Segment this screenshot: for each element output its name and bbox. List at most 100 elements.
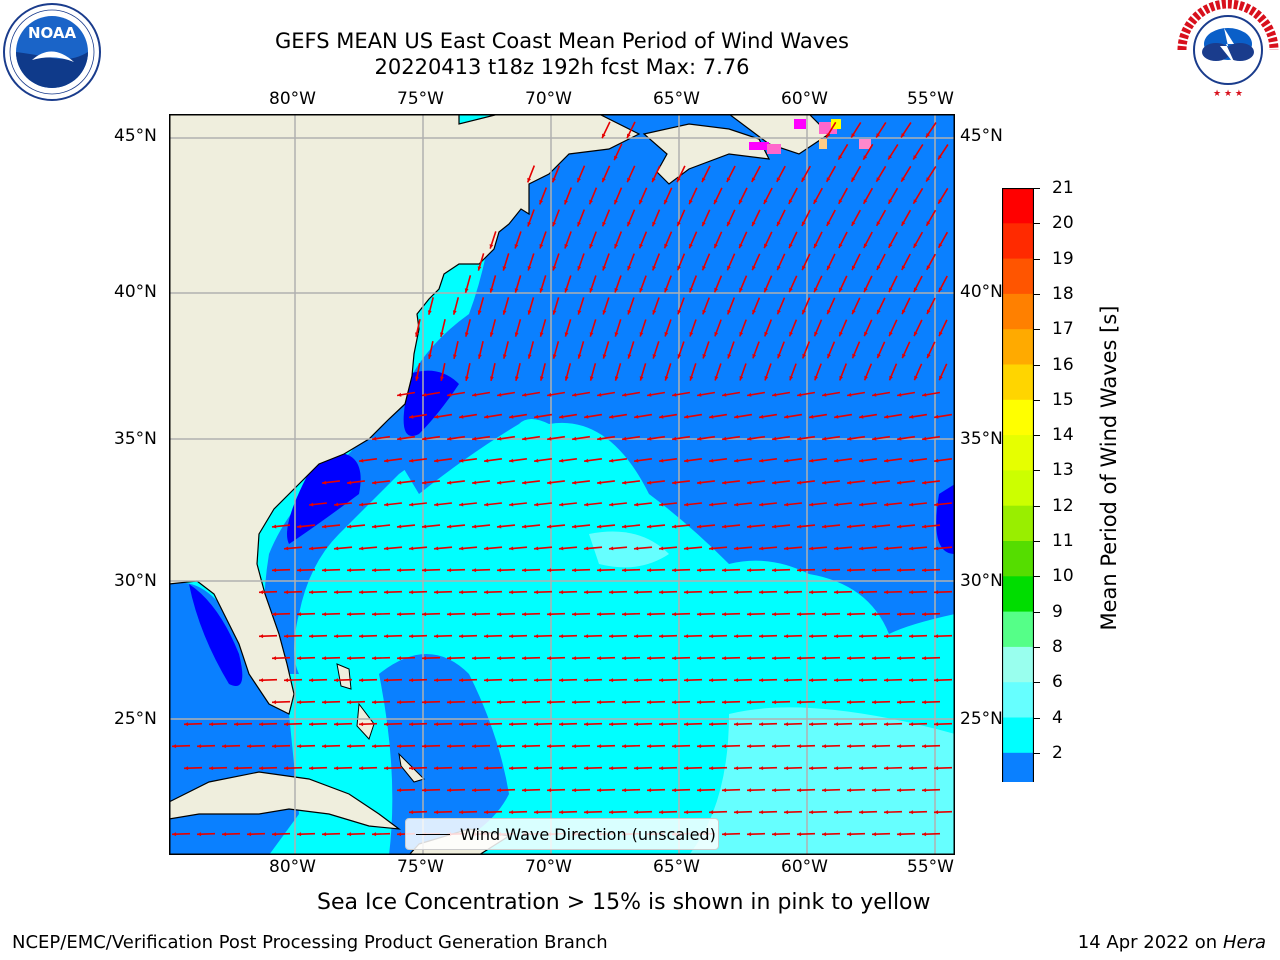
colorbar-tick-label: 20 — [1052, 213, 1074, 234]
wave-direction-arrowhead — [889, 375, 893, 381]
wave-direction-arrowhead — [572, 480, 577, 485]
wave-direction-arrowhead — [452, 310, 457, 315]
wave-direction-arrowhead — [814, 331, 818, 337]
wave-direction-arrowhead — [547, 788, 552, 793]
wave-direction-arrowhead — [489, 332, 494, 337]
colorbar-tick-label: 18 — [1052, 283, 1074, 304]
wave-direction-arrowhead — [397, 480, 402, 485]
wave-direction-arrowhead — [884, 678, 889, 683]
wave-direction-arrowhead — [822, 832, 827, 837]
wave-direction-arrowhead — [372, 656, 377, 661]
wave-direction-arrowhead — [422, 612, 427, 617]
wave-direction-arrowhead — [689, 376, 694, 381]
wave-direction-arrowhead — [522, 656, 527, 661]
wave-direction-arrowhead — [497, 480, 502, 485]
wave-direction-arrowhead — [572, 524, 577, 529]
wave-direction-arrowhead — [559, 458, 564, 463]
wave-direction-arrowhead — [884, 546, 889, 551]
wave-direction-arrowhead — [759, 766, 764, 771]
wave-direction-arrowhead — [722, 700, 727, 705]
wave-direction-arrowhead — [522, 480, 527, 485]
colorbar-tick-label: 11 — [1052, 531, 1074, 551]
colorbar-tick-label: 9 — [1052, 601, 1063, 622]
wave-direction-arrowhead — [272, 524, 277, 529]
wave-direction-arrowhead — [809, 458, 814, 463]
wave-direction-arrowhead — [434, 722, 439, 727]
wave-direction-arrowhead — [802, 353, 806, 359]
wave-direction-arrowhead — [922, 612, 927, 617]
wave-period-map — [169, 114, 955, 855]
wave-direction-arrowhead — [427, 310, 432, 315]
wave-direction-arrowhead — [759, 810, 764, 815]
wave-direction-arrowhead — [309, 590, 314, 595]
wave-direction-arrowhead — [784, 590, 789, 595]
wave-direction-arrowhead — [809, 678, 814, 683]
colorbar-swatch — [1002, 576, 1034, 613]
wave-direction-arrowhead — [322, 480, 327, 485]
wave-direction-arrowhead — [622, 436, 627, 441]
wave-direction-arrowhead — [609, 414, 614, 419]
wave-direction-arrowhead — [509, 502, 514, 507]
colorbar-swatch — [1002, 399, 1034, 436]
wave-direction-arrowhead — [784, 678, 789, 683]
wave-direction-arrowhead — [397, 832, 402, 837]
wave-direction-arrowhead — [901, 221, 906, 226]
wave-direction-arrowhead — [534, 810, 539, 815]
wave-direction-arrowhead — [634, 722, 639, 727]
wave-direction-arrowhead — [922, 832, 927, 837]
wave-direction-arrowhead — [822, 436, 827, 441]
wave-direction-arrowhead — [847, 788, 852, 793]
wave-direction-arrowhead — [847, 568, 852, 573]
wave-direction-arrowhead — [938, 199, 943, 204]
wave-direction-arrowhead — [384, 678, 389, 683]
wave-direction-arrowhead — [672, 568, 677, 573]
wave-direction-arrowhead — [259, 722, 264, 727]
wave-direction-arrowhead — [384, 458, 389, 463]
wave-direction-arrowhead — [614, 376, 619, 381]
wave-direction-arrowhead — [677, 265, 681, 271]
wave-direction-arrowhead — [453, 354, 457, 359]
wave-direction-arrowhead — [672, 612, 677, 617]
wave-direction-arrowhead — [776, 177, 781, 182]
wave-direction-arrowhead — [384, 590, 389, 595]
wave-direction-arrowhead — [415, 332, 419, 337]
wave-direction-arrowhead — [397, 612, 402, 617]
wave-direction-arrowhead — [847, 392, 852, 397]
wave-direction-arrowhead — [747, 612, 752, 617]
lat-label-left: 35°N — [114, 429, 157, 449]
wave-direction-arrowhead — [872, 788, 877, 793]
wave-direction-arrowhead — [484, 414, 489, 419]
wave-direction-arrowhead — [434, 766, 439, 771]
lat-label-left: 25°N — [114, 709, 157, 729]
colorbar-tick-label: 17 — [1052, 319, 1074, 340]
wave-direction-arrowhead — [884, 414, 889, 419]
wave-direction-arrowhead — [834, 722, 839, 727]
wave-direction-arrowhead — [859, 458, 864, 463]
wave-direction-arrowhead — [877, 353, 881, 359]
lon-label-bottom: 75°W — [397, 857, 444, 877]
legend-label: Wind Wave Direction (unscaled) — [460, 824, 716, 844]
wave-direction-arrowhead — [422, 568, 427, 573]
wave-direction-arrowhead — [509, 546, 514, 551]
wave-direction-arrowhead — [697, 788, 702, 793]
wave-direction-arrowhead — [809, 414, 814, 419]
wave-direction-arrowhead — [851, 177, 856, 182]
wave-direction-arrowhead — [797, 436, 802, 441]
wave-direction-arrowhead — [722, 612, 727, 617]
wave-direction-arrowhead — [547, 700, 552, 705]
colorbar-tick-mark — [1034, 682, 1040, 684]
lat-label-right: 25°N — [960, 709, 1003, 729]
wave-direction-arrowhead — [434, 634, 439, 639]
wave-direction-arrowhead — [322, 612, 327, 617]
wave-direction-arrowhead — [584, 766, 589, 771]
wave-direction-arrowhead — [913, 243, 918, 248]
wave-direction-arrowhead — [863, 243, 868, 248]
wave-direction-arrowhead — [447, 568, 452, 573]
wave-direction-arrowhead — [809, 546, 814, 551]
wave-direction-arrowhead — [502, 266, 507, 271]
wave-direction-arrowhead — [697, 392, 702, 397]
wave-direction-arrowhead — [409, 414, 414, 419]
wave-direction-arrowhead — [884, 766, 889, 771]
wave-direction-arrowhead — [709, 502, 714, 507]
wave-direction-arrowhead — [659, 634, 664, 639]
